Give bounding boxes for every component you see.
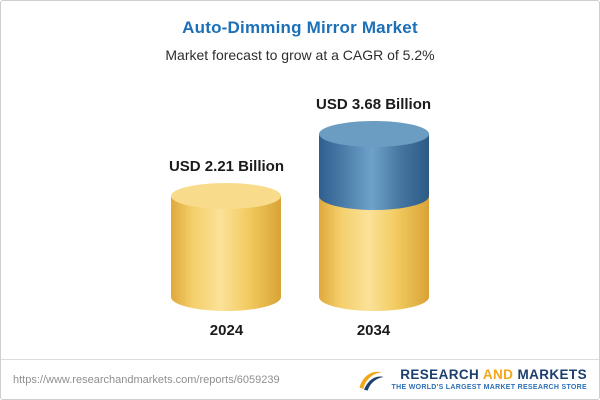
bar-group-2024: USD 2.21 Billion 2024 xyxy=(169,158,284,339)
bar-segment-2024-base xyxy=(171,196,282,311)
bar-chart: USD 2.21 Billion 2024 USD 3.68 Billion 2… xyxy=(1,86,599,339)
bar-segment-2034-base xyxy=(318,196,429,311)
report-url: https://www.researchandmarkets.com/repor… xyxy=(13,373,280,386)
category-label-2034: 2034 xyxy=(356,322,391,339)
logo-text: RESEARCH AND MARKETS THE WORLD'S LARGEST… xyxy=(391,366,587,392)
chart-header: Auto-Dimming Mirror Market Market foreca… xyxy=(1,1,599,63)
page-subtitle: Market forecast to grow at a CAGR of 5.2… xyxy=(165,47,435,63)
logo-word-research: RESEARCH xyxy=(400,366,480,382)
value-label-2024: USD 2.21 Billion xyxy=(168,158,284,175)
logo-wordmark: RESEARCH AND MARKETS xyxy=(392,366,587,383)
page-title: Auto-Dimming Mirror Market xyxy=(182,18,418,37)
logo-word-markets: MARKETS xyxy=(517,366,587,382)
cylinder-2024 xyxy=(171,183,282,311)
bar-group-2034: USD 3.68 Billion 2034 xyxy=(316,96,431,339)
value-label-2034: USD 3.68 Billion xyxy=(316,96,432,113)
researchandmarkets-logo-mark-icon xyxy=(359,371,384,390)
footer: https://www.researchandmarkets.com/repor… xyxy=(1,359,599,399)
logo-word-and: AND xyxy=(482,366,514,382)
cylinder-2034 xyxy=(318,121,429,311)
logo-tagline: THE WORLD'S LARGEST MARKET RESEARCH STOR… xyxy=(391,384,587,392)
researchandmarkets-logo: RESEARCH AND MARKETS THE WORLD'S LARGEST… xyxy=(355,365,587,395)
category-label-2024: 2024 xyxy=(209,322,244,339)
cylinder-top-ellipse-2034 xyxy=(318,121,429,147)
cylinder-top-ellipse-2024 xyxy=(171,183,282,209)
